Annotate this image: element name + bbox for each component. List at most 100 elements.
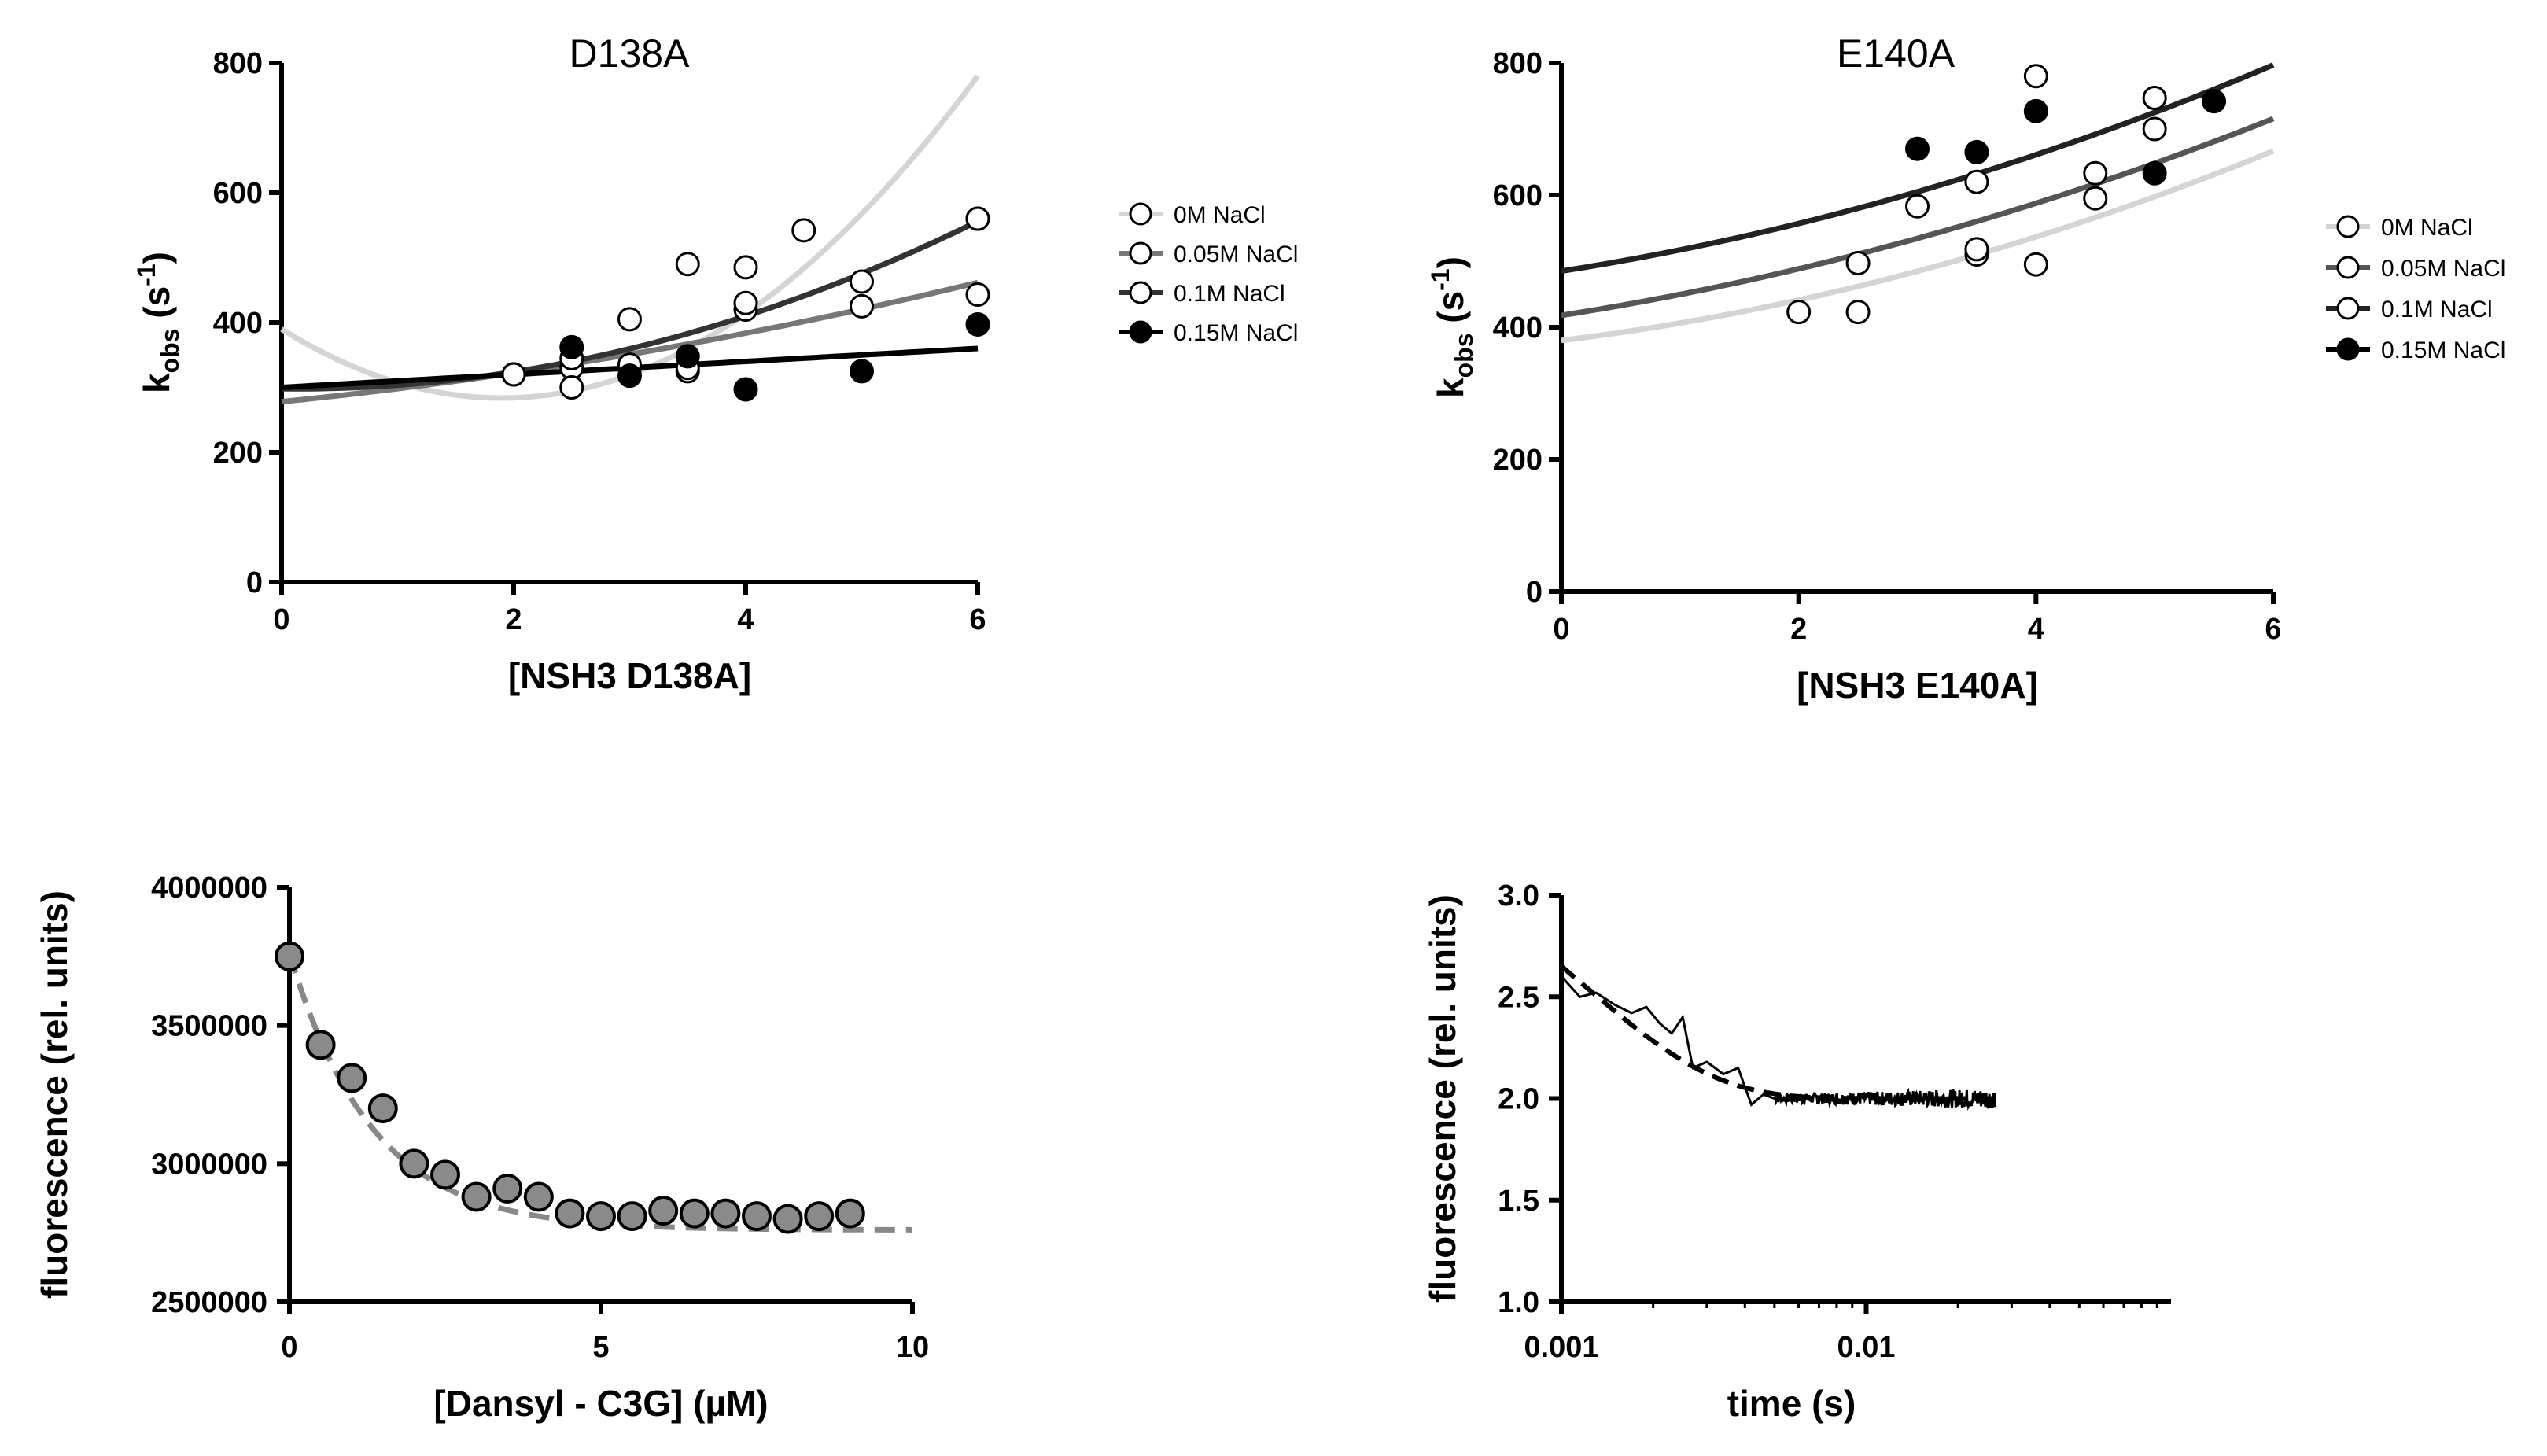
x-tick-label: 0 [1553, 613, 1569, 646]
legend-label: 0.05M NaCl [1174, 241, 1298, 267]
data-point [275, 941, 304, 971]
data-point [1964, 169, 1989, 194]
data-point [501, 362, 526, 387]
data-point [2023, 64, 2048, 89]
data-point [461, 1181, 492, 1212]
data-point [791, 218, 816, 243]
legend-marker [2336, 297, 2360, 320]
data-point [850, 269, 874, 294]
legend-marker [2336, 256, 2360, 279]
data-point [733, 290, 758, 315]
data-point [965, 311, 990, 337]
data-point [1845, 251, 1871, 276]
legend-label: 0M NaCl [1174, 202, 1266, 228]
data-point [804, 1201, 835, 1232]
y-tick-label: 200 [1493, 444, 1543, 477]
x-axis-label: [Dansyl - C3G] (µM) [433, 1383, 768, 1424]
x-tick-label: 5 [592, 1331, 609, 1364]
data-point [2202, 89, 2227, 114]
data-point [850, 293, 874, 319]
data-point [367, 1093, 398, 1124]
y-tick-label: 4000000 [151, 872, 267, 905]
data-point [617, 363, 642, 389]
y-tick-label: 3500000 [151, 1010, 267, 1043]
y-axis-label: kobs (s-1) [1426, 256, 1478, 398]
data-point [679, 1198, 710, 1229]
y-axis-label: kobs (s-1) [132, 252, 184, 393]
data-point [733, 377, 758, 402]
y-tick-label: 0 [246, 566, 263, 599]
data-point [772, 1204, 803, 1234]
data-point [850, 359, 874, 384]
x-tick-label: 0 [281, 1331, 297, 1364]
legend-marker [1129, 320, 1152, 344]
x-tick-label: 4 [2028, 613, 2044, 646]
data-point [430, 1159, 460, 1190]
y-tick-label: 400 [1493, 311, 1543, 345]
y-axis-label: fluorescence (rel. units) [1422, 894, 1463, 1303]
chart-2: 0 200 400 600 800 0 2 4 6 [NSH3 E140A] kobs (s-1) E… [1426, 31, 2505, 706]
x-tick-label: 6 [969, 603, 986, 636]
fit-line [286, 953, 913, 1233]
chart-1: 0 200 400 600 800 0 2 4 6 [NSH3 D138A] kobs (s-1) D… [132, 31, 1298, 696]
legend-label: 0.1M NaCl [1174, 281, 1285, 307]
y-tick-label: 3.0 [1498, 879, 1539, 912]
legend-marker [2336, 215, 2360, 238]
data-point [337, 1063, 367, 1093]
y-tick-label: 3000000 [151, 1148, 267, 1181]
data-point [2142, 86, 2167, 111]
data-point [555, 1198, 585, 1229]
x-tick-label: 2 [505, 603, 522, 636]
chart-3: 2500000 3000000 3500000 4000000 0 5 10 [Dansyl … [34, 872, 929, 1424]
legend-marker [1129, 281, 1152, 304]
y-tick-label: 800 [213, 47, 263, 80]
fit-line-0M-NaCl [1561, 148, 2275, 344]
legend-label: 0.1M NaCl [2381, 297, 2493, 323]
data-point [675, 252, 700, 277]
y-tick-label: 800 [1493, 47, 1543, 80]
data-point [2083, 160, 2108, 186]
data-point [733, 255, 758, 280]
fit-line [1560, 964, 1996, 1101]
data-point [523, 1181, 554, 1212]
trace-line [1560, 975, 1996, 1111]
y-tick-label: 200 [213, 437, 263, 470]
chart-4: 1.0 1.5 2.0 2.5 3.0 0.001 0.01 time (s) fluoresc… [1422, 879, 2171, 1424]
data-point [835, 1198, 865, 1229]
y-tick-label: 1.5 [1498, 1185, 1539, 1218]
y-tick-label: 600 [213, 177, 263, 210]
x-tick-label: 0.001 [1524, 1331, 1598, 1364]
data-point [2023, 252, 2048, 277]
legend-label: 0M NaCl [2381, 215, 2473, 241]
chart-title: E140A [1837, 31, 1955, 76]
y-tick-label: 1.0 [1498, 1286, 1539, 1319]
y-tick-label: 2.0 [1498, 1083, 1539, 1116]
data-point [1905, 136, 1930, 161]
data-point [1905, 194, 1930, 219]
data-point [1964, 237, 1989, 262]
data-point [1786, 300, 1812, 325]
data-point [2083, 186, 2108, 211]
data-point [492, 1173, 523, 1204]
data-point [710, 1198, 741, 1229]
data-point [305, 1030, 336, 1060]
x-tick-label: 2 [1790, 613, 1807, 646]
data-point [1845, 300, 1871, 325]
data-point [617, 1201, 647, 1232]
y-tick-label: 2.5 [1498, 981, 1539, 1014]
x-tick-label: 10 [896, 1331, 929, 1364]
legend-label: 0.15M NaCl [2381, 337, 2505, 363]
legend-marker [1129, 202, 1152, 226]
data-point [586, 1201, 616, 1232]
x-tick-label: 0 [273, 603, 289, 636]
legend-marker [1129, 241, 1152, 265]
x-tick-label: 4 [737, 603, 754, 636]
y-tick-label: 2500000 [151, 1286, 267, 1319]
data-point [648, 1196, 679, 1226]
data-point [742, 1201, 772, 1232]
data-point [559, 375, 584, 400]
data-point [675, 344, 700, 369]
y-axis-label: fluorescence (rel. units) [34, 890, 75, 1299]
chart-title: D138A [569, 31, 691, 76]
